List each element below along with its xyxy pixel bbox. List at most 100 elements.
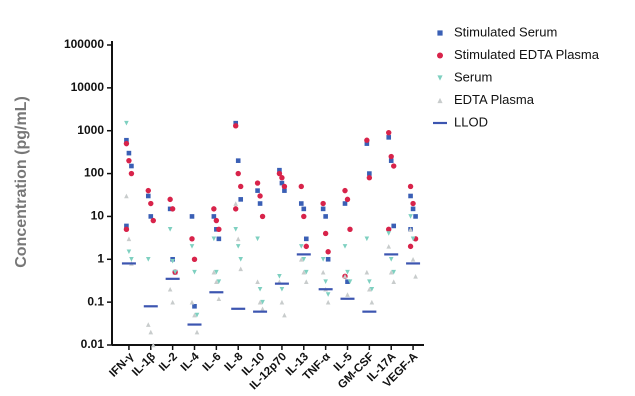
y-tick-label: 10000 [71, 80, 105, 94]
data-point [211, 269, 217, 275]
data-point [216, 279, 222, 284]
data-point [325, 256, 331, 262]
y-axis-label: Concentration (pg/mL) [13, 96, 30, 268]
data-point [145, 187, 151, 194]
data-point [257, 299, 263, 305]
data-point [235, 158, 241, 163]
data-point [364, 236, 370, 242]
data-point [126, 150, 132, 156]
data-point [320, 206, 326, 212]
data-point [150, 217, 156, 224]
data-point [233, 123, 239, 129]
data-point [342, 274, 348, 279]
legend-marker [437, 97, 443, 104]
data-point [325, 292, 331, 297]
data-point [194, 312, 200, 318]
data-point [124, 120, 129, 126]
data-point [277, 274, 282, 279]
legend-label: Serum [454, 69, 492, 84]
data-point [388, 256, 394, 262]
data-point [303, 236, 309, 242]
data-point [325, 249, 331, 255]
data-point [410, 206, 416, 212]
data-point [213, 217, 220, 224]
data-point [342, 201, 348, 206]
data-point [255, 236, 260, 242]
data-point [298, 201, 304, 206]
data-point [214, 269, 219, 275]
data-point [320, 269, 326, 275]
data-point [408, 214, 413, 219]
data-point [191, 256, 198, 262]
data-point [364, 141, 370, 146]
data-point [410, 256, 416, 262]
data-point [320, 256, 326, 262]
data-point [189, 214, 195, 219]
data-point [172, 269, 178, 275]
data-point [124, 137, 129, 143]
data-point [233, 227, 239, 232]
data-point [391, 223, 397, 229]
data-point [254, 180, 261, 186]
data-point [347, 226, 353, 233]
data-point [413, 214, 418, 219]
data-point [238, 183, 244, 190]
data-point [211, 206, 217, 212]
data-point [345, 279, 350, 284]
data-point [211, 214, 217, 219]
data-point [342, 244, 348, 249]
data-point [298, 244, 304, 249]
legend-label: EDTA Plasma [454, 92, 535, 107]
data-point [279, 180, 285, 186]
data-point [298, 256, 304, 262]
data-point [391, 163, 397, 169]
data-point [216, 296, 222, 302]
data-point [167, 286, 173, 292]
data-point [170, 258, 175, 264]
data-point [150, 342, 156, 348]
legend-marker [437, 52, 443, 59]
y-tick-label: 100000 [64, 37, 104, 51]
y-tick-label: 10 [91, 209, 105, 223]
data-point [413, 274, 418, 279]
data-point [347, 279, 353, 284]
data-point [238, 266, 244, 272]
data-point [123, 140, 130, 147]
data-point [386, 244, 392, 249]
x-tick-label: IL-1β [130, 351, 158, 379]
data-point [298, 183, 304, 190]
data-point [167, 196, 173, 203]
data-point [216, 226, 222, 233]
data-point [148, 329, 154, 335]
y-tick-label: 0.01 [81, 337, 105, 351]
data-point [126, 249, 132, 255]
data-point [391, 279, 397, 284]
data-point [282, 312, 287, 318]
data-point [407, 183, 414, 190]
data-point [303, 243, 309, 250]
x-tick-label: IL-4 [179, 350, 202, 373]
data-point [364, 137, 370, 143]
data-point [325, 299, 331, 305]
data-point [345, 269, 350, 275]
data-point [189, 236, 195, 242]
data-point [388, 153, 394, 160]
x-tick-label: IL-6 [201, 351, 224, 374]
data-point [386, 129, 392, 136]
data-point [170, 299, 175, 305]
data-point [238, 197, 244, 202]
data-point [235, 236, 241, 242]
data-point [233, 201, 239, 206]
data-point [344, 196, 351, 203]
data-point [211, 236, 217, 242]
x-tick-label: IL-2 [157, 351, 180, 374]
data-point [388, 158, 394, 163]
data-point [126, 157, 132, 164]
data-point [255, 188, 260, 193]
data-point [388, 269, 394, 275]
data-point [235, 170, 241, 177]
data-point [345, 292, 350, 297]
data-point [192, 312, 197, 318]
data-point [145, 193, 151, 199]
legend-label: LLOD [454, 114, 488, 129]
